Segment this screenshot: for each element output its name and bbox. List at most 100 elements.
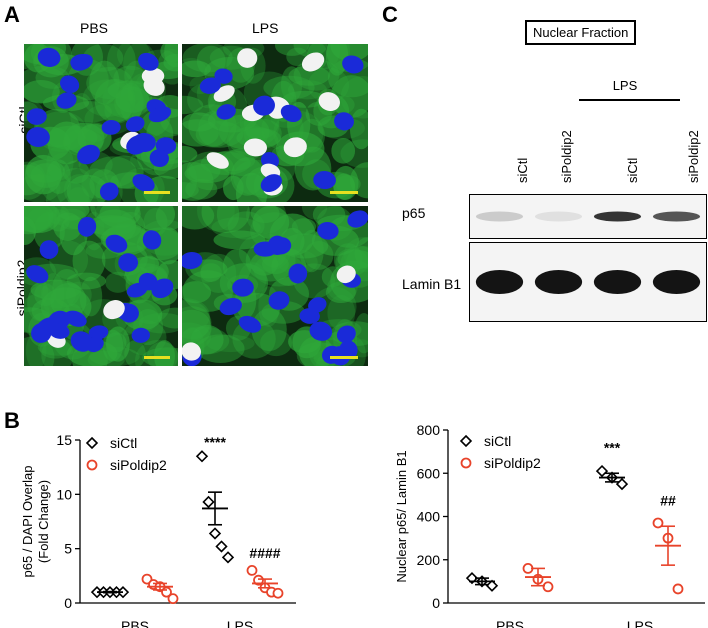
- nucleus: [105, 234, 128, 253]
- lane-label-2: siPoldip2: [559, 130, 574, 183]
- scale-bar: [330, 191, 358, 194]
- data-point-siCtl: [202, 495, 215, 509]
- nucleus-p65-positive: [243, 138, 267, 157]
- legend-label: siPoldip2: [484, 455, 541, 471]
- lane-label-1: siCtl: [515, 157, 530, 183]
- data-point-siCtl: [195, 450, 209, 463]
- chart-p65-dapi-overlap: 0 5 10 15 p65 / DAPI Overlap (Fold Change) PBS…: [20, 432, 296, 628]
- lane-label-3: siCtl: [625, 157, 640, 183]
- micrograph-lps-sictl: [182, 44, 368, 202]
- significance-marker: ####: [249, 545, 280, 561]
- nucleus: [149, 149, 169, 168]
- nucleus: [288, 263, 308, 284]
- legend-marker: [460, 457, 472, 469]
- nucleus: [26, 127, 50, 148]
- legend-marker: [85, 436, 99, 450]
- y-tick-label: 10: [56, 486, 72, 502]
- micrograph-lps-sipoldip2: [182, 206, 368, 366]
- panel-letter-a: A: [4, 2, 20, 27]
- data-point-siPoldip2: [253, 574, 264, 586]
- lps-treatment-line: [579, 99, 680, 101]
- nucleus: [132, 132, 156, 152]
- nucleus: [330, 346, 351, 366]
- nucleus: [148, 106, 172, 123]
- nucleus: [313, 170, 336, 190]
- nucleus: [131, 327, 151, 343]
- chart-nuclear-p65-laminb1: 0 200 400 600 800 Nuclear p65/ Lamin B1 PBS LPS…: [394, 422, 705, 628]
- y-axis-label: (Fold Change): [36, 480, 51, 563]
- nucleus: [216, 104, 236, 120]
- nucleus: [138, 52, 159, 71]
- blot-laminb1: [469, 242, 707, 322]
- nucleus: [309, 321, 333, 341]
- nucleus: [56, 92, 77, 109]
- blot-label-laminb1: Lamin B1: [402, 276, 462, 292]
- nucleus: [77, 144, 100, 165]
- nucleus: [37, 47, 61, 67]
- nucleus: [271, 237, 292, 255]
- data-point-siPoldip2: [272, 587, 284, 599]
- x-tick-label: LPS: [227, 618, 253, 628]
- nucleus: [214, 68, 233, 84]
- nucleus: [317, 221, 339, 240]
- micrograph-pbs-sictl: [24, 44, 178, 202]
- y-tick-label: 0: [64, 595, 72, 611]
- nucleus: [253, 95, 275, 116]
- y-tick-label: 15: [56, 432, 72, 448]
- nucleus: [280, 104, 302, 123]
- col-label-pbs: PBS: [80, 20, 109, 36]
- data-point-siCtl: [215, 540, 228, 553]
- nucleus: [142, 230, 162, 250]
- y-tick-label: 400: [417, 509, 441, 525]
- nucleus: [26, 265, 49, 284]
- panel-letter-b: B: [4, 408, 20, 433]
- nucleus: [132, 174, 155, 192]
- blot-label-p65: p65: [402, 205, 426, 221]
- x-tick-label: LPS: [627, 618, 653, 628]
- nucleus-p65-positive: [141, 67, 165, 85]
- legend-marker: [86, 459, 98, 471]
- nucleus: [39, 240, 59, 259]
- significance-marker: ##: [660, 492, 676, 508]
- col-label-lps: LPS: [252, 20, 279, 36]
- nucleus-p65-positive: [103, 300, 125, 320]
- nucleus: [59, 75, 80, 93]
- blot-band: [475, 211, 524, 222]
- nucleus: [36, 317, 59, 335]
- x-tick-label: PBS: [496, 618, 524, 628]
- data-point-siPoldip2: [542, 581, 554, 593]
- nucleus: [238, 315, 262, 333]
- nucleus: [342, 55, 364, 74]
- data-point-siPoldip2: [167, 593, 179, 605]
- nucleus: [199, 77, 221, 94]
- scale-bar: [144, 356, 170, 359]
- nucleus: [26, 108, 47, 125]
- nucleus: [70, 54, 92, 70]
- legend-label: siCtl: [110, 435, 137, 451]
- blot-band: [534, 270, 583, 294]
- scale-bar: [330, 356, 358, 359]
- y-tick-label: 5: [64, 541, 72, 557]
- nucleus: [219, 297, 242, 316]
- nucleus: [260, 174, 282, 193]
- significance-marker: ****: [204, 434, 226, 450]
- nucleus: [118, 253, 139, 272]
- nucleus: [126, 282, 148, 298]
- data-point-siCtl: [615, 477, 629, 491]
- nucleus: [347, 210, 368, 228]
- scale-bar: [144, 191, 170, 194]
- nucleus: [64, 310, 87, 327]
- y-axis-label: p65 / DAPI Overlap: [20, 466, 35, 578]
- nucleus: [308, 297, 327, 313]
- nucleus: [232, 278, 254, 297]
- nucleus-p65-positive: [301, 52, 325, 72]
- data-point-siCtl: [595, 464, 609, 478]
- blot-band: [652, 211, 701, 222]
- blot-band: [593, 270, 642, 294]
- nucleus-p65-positive: [336, 265, 356, 284]
- blot-band: [593, 211, 642, 222]
- y-tick-label: 0: [432, 595, 440, 611]
- legend-label: siPoldip2: [110, 457, 167, 473]
- x-tick-label: PBS: [121, 618, 149, 628]
- legend-marker: [459, 434, 473, 448]
